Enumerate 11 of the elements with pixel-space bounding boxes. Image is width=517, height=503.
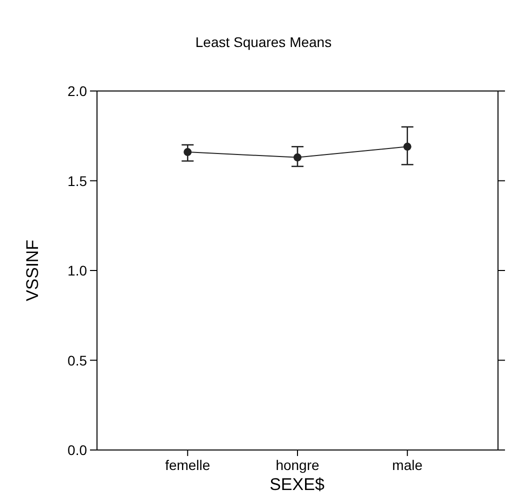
x-axis-title: SEXE$ [270,475,325,494]
y-tick-label: 2.0 [68,83,88,99]
y-tick-label: 1.0 [68,262,88,278]
y-tick-label: 0.0 [68,442,88,458]
x-tick-label: femelle [165,457,210,473]
y-axis-title: VSSINF [23,240,42,302]
y-tick-label: 1.5 [68,172,88,189]
y-tick-label: 0.5 [68,352,88,368]
chart-title: Least Squares Means [195,34,332,50]
x-tick-label: hongre [276,457,320,473]
x-tick-label: male [392,457,423,473]
